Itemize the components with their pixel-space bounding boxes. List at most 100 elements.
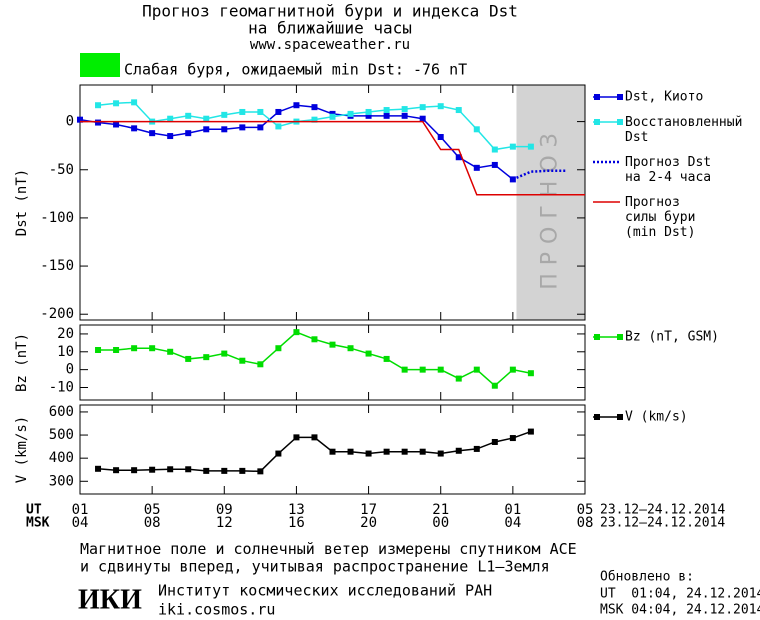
forecast-label: ПРОГНОЗ [538,125,563,290]
data-point [347,345,354,352]
legend-marker [617,414,623,420]
y-tick-label: -200 [40,306,74,322]
data-point [509,143,516,150]
legend-label: Прогноз Dst на 2-4 часа [625,155,711,185]
data-point [383,448,390,455]
data-point [293,102,300,109]
msk-tick-label: 08 [577,515,594,531]
msk-tick-label: 00 [432,515,449,531]
status-box [80,53,120,77]
data-point [239,357,246,364]
y-tick-label: 0 [66,362,74,378]
x-tick-label: 09 [216,502,233,518]
x-tick-label: 17 [360,502,377,518]
data-point [419,448,426,455]
data-point [527,428,534,435]
x-tick-label: 05 [144,502,161,518]
legend-label: Восстановленный Dst [625,115,742,145]
updated-msk: MSK 04:04, 24.12.2014 [600,603,760,618]
data-point [131,345,138,352]
data-point [401,448,408,455]
data-point [131,125,138,132]
data-point [113,467,120,474]
ut-label: UT [26,503,42,518]
y-tick-label: -50 [49,162,74,178]
data-point [473,445,480,452]
data-point [257,361,264,368]
data-point [293,434,300,441]
y-axis-label: Bz (nT) [14,333,30,392]
y-tick-label: -150 [40,258,74,274]
data-point [185,355,192,362]
x-tick-label: 13 [288,502,305,518]
data-point [275,108,282,115]
x-tick-label: 21 [432,502,449,518]
data-point [401,106,408,113]
y-tick-label: -100 [40,210,74,226]
data-point [437,134,444,141]
y-tick-label: -10 [49,380,74,396]
data-point [347,110,354,117]
data-point [113,100,120,107]
y-axis-label: V (km/s) [14,416,30,483]
data-point [275,123,282,130]
data-point [95,102,102,109]
legend-marker [617,94,623,100]
data-point [419,115,426,122]
data-point [491,438,498,445]
data-point [167,133,174,140]
data-point [239,108,246,115]
data-point [275,450,282,457]
y-tick-label: 400 [49,450,74,466]
note: Магнитное поле и солнечный ветер измерен… [80,540,577,575]
data-point [365,112,372,119]
data-point [95,119,102,126]
data-point [311,434,318,441]
data-point [257,468,264,475]
data-point [221,126,228,133]
msk-tick-label: 04 [504,515,521,531]
site: iki.cosmos.ru [158,601,275,619]
data-point [401,112,408,119]
data-point [455,107,462,114]
legend-label: Bz (nT, GSM) [625,330,719,345]
data-point [257,124,264,131]
data-point [419,104,426,111]
data-point [203,115,210,122]
data-point [383,107,390,114]
data-point [473,126,480,133]
title: Прогноз геомагнитной бури и индекса Dst [142,2,518,21]
data-point [167,115,174,122]
data-point [77,116,83,123]
series-line [79,104,514,180]
data-point [491,161,498,168]
date-range: 23.12–24.12.2014 [600,516,725,531]
data-point [131,467,138,474]
data-point [365,350,372,357]
data-point [131,99,138,106]
data-point [437,366,444,373]
series-line [512,169,567,181]
data-point [365,108,372,115]
data-point [437,450,444,457]
data-point [329,113,336,120]
institute: Институт космических исследований РАН [158,582,492,600]
data-point [95,347,102,353]
data-point [203,126,210,133]
data-point [185,466,192,473]
updated-ut: UT 01:04, 24.12.2014 [600,587,760,602]
data-point [455,154,462,161]
data-point [329,448,336,455]
y-tick-label: 500 [49,427,74,443]
y-tick-label: 600 [49,404,74,420]
x-tick-label: 05 [577,502,594,518]
data-point [95,465,102,472]
data-point [527,143,534,150]
data-point [473,164,480,171]
data-point [491,146,498,153]
msk-tick-label: 12 [216,515,233,531]
y-tick-label: 0 [66,114,74,130]
data-point [347,448,354,455]
data-point [401,366,408,373]
